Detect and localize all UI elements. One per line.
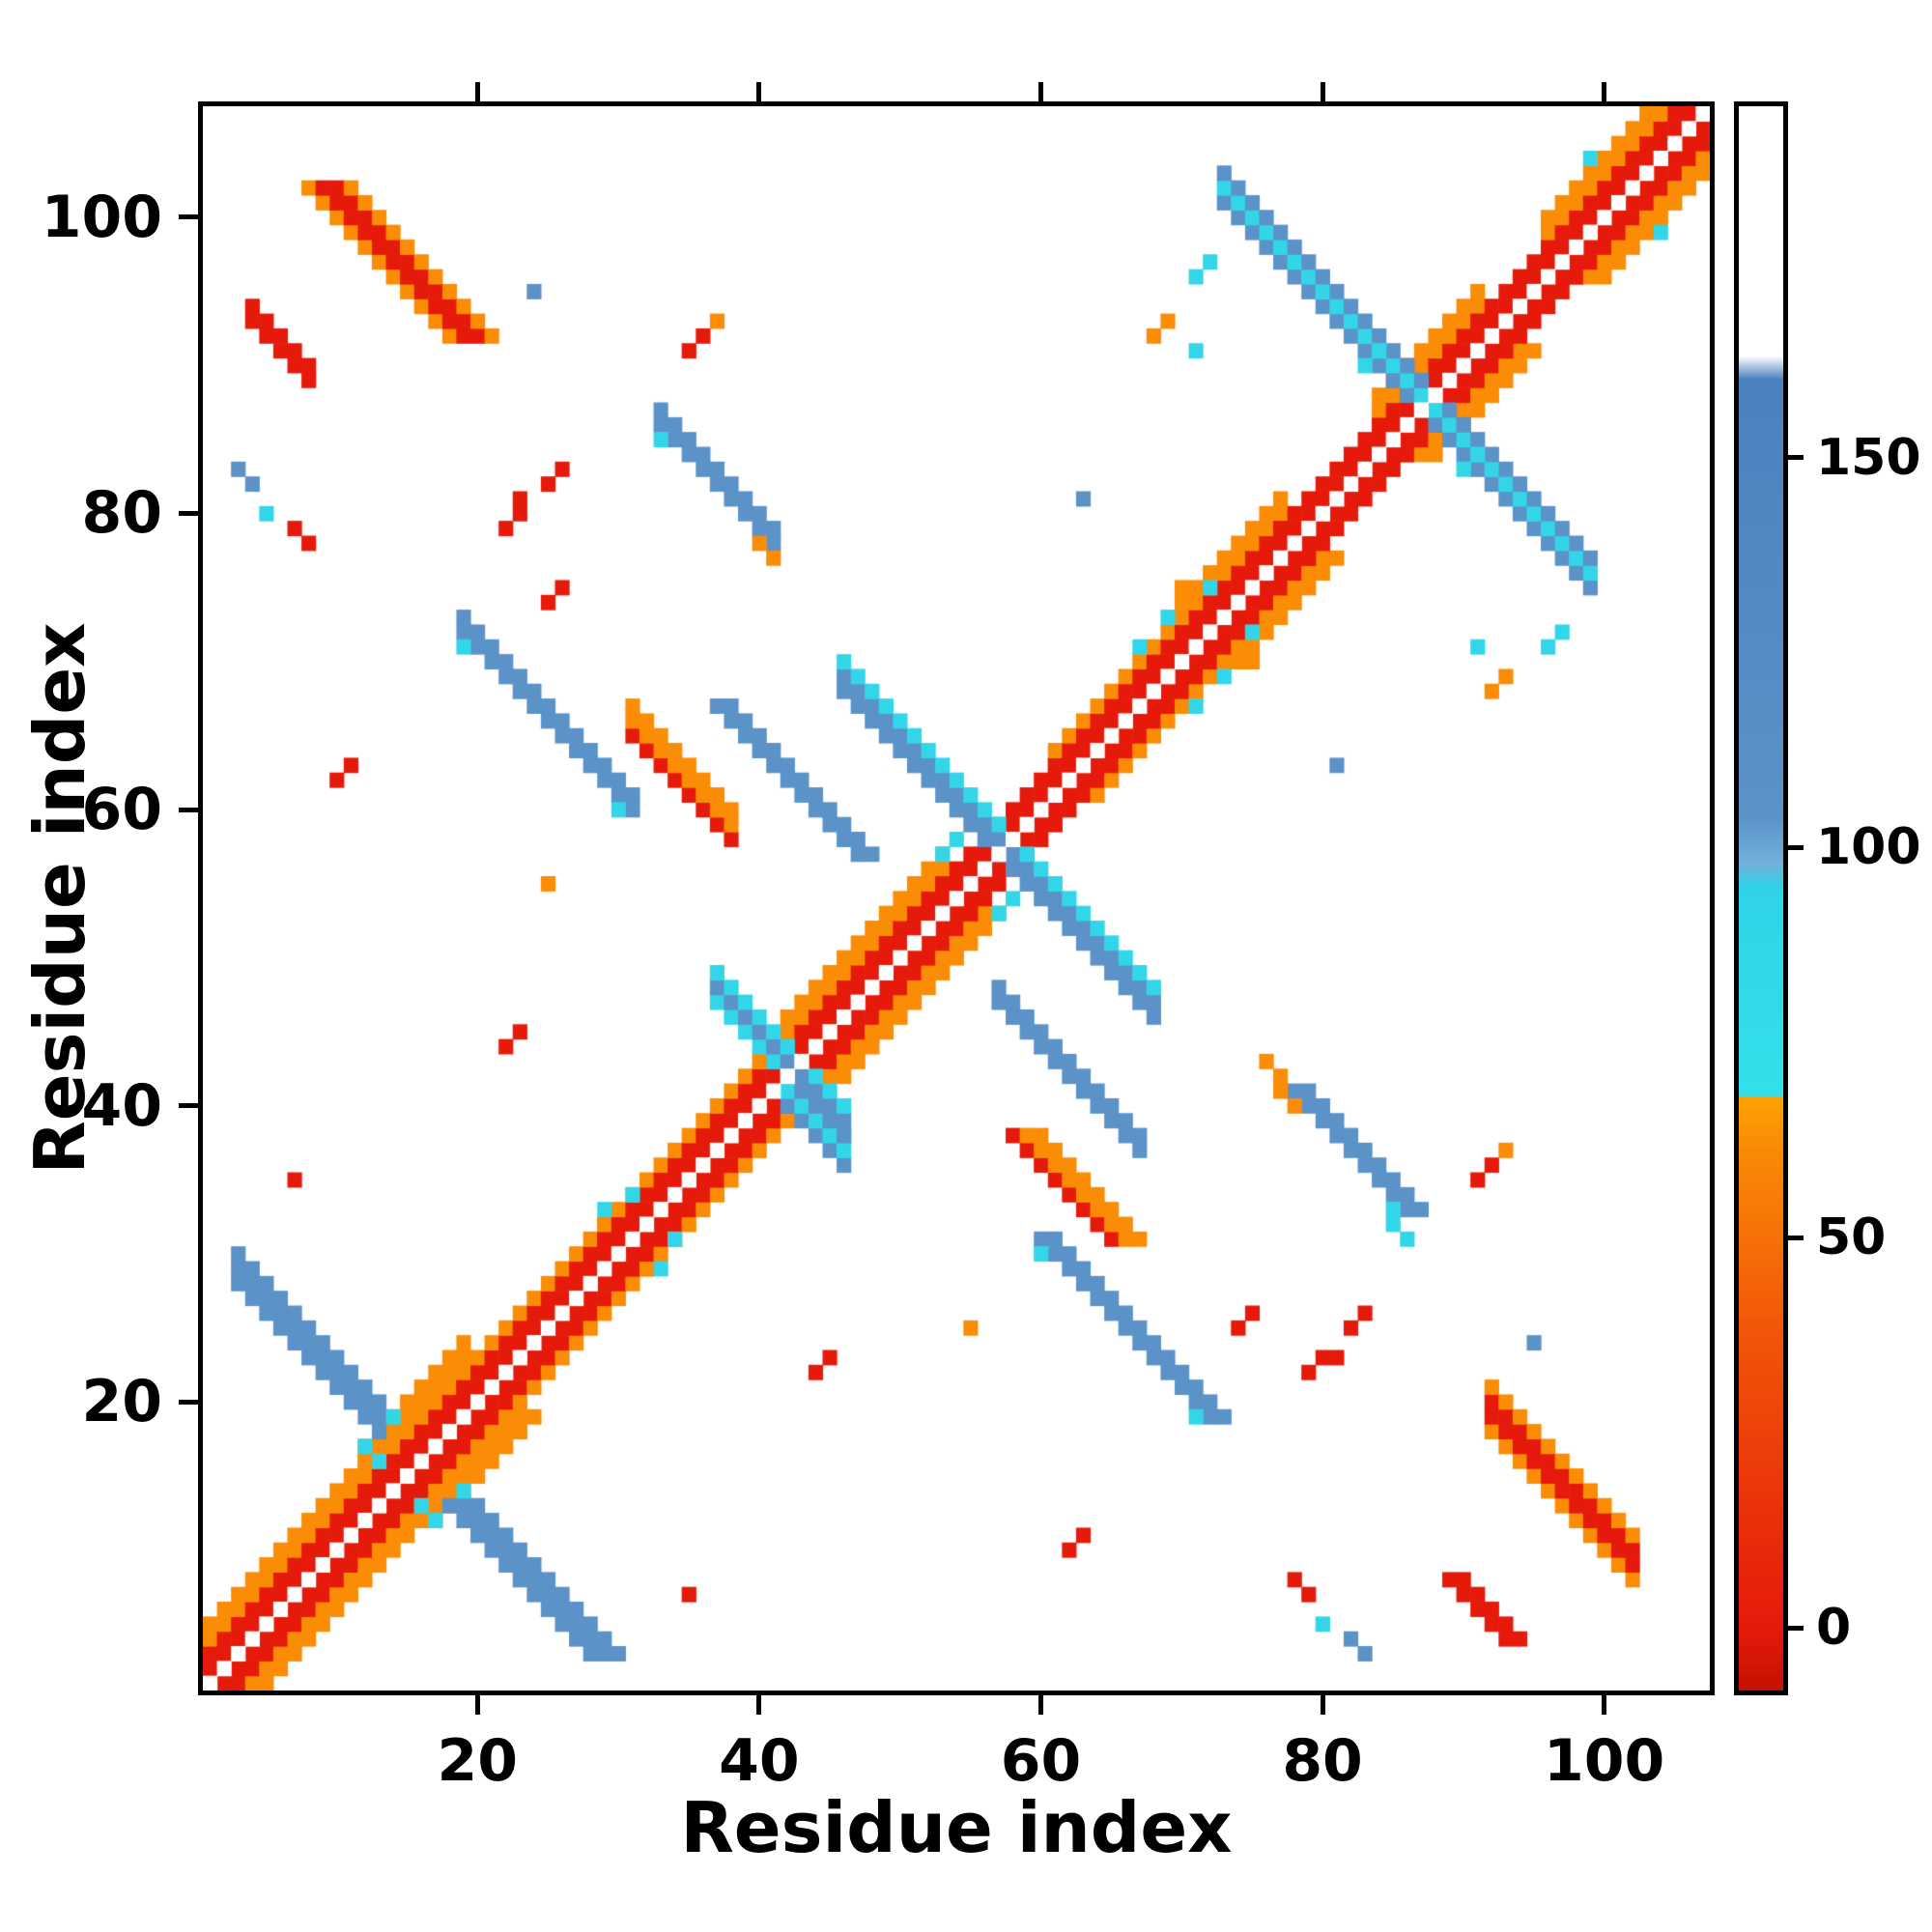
y-tick-mark	[179, 510, 198, 516]
x-axis-label: Residue index	[680, 1787, 1233, 1868]
y-tick-label: 60	[81, 776, 163, 844]
x-tick-mark	[1037, 1695, 1043, 1715]
colorbar-tick-mark	[1788, 844, 1804, 850]
y-tick-label: 20	[81, 1368, 163, 1436]
colorbar-tick-label: 150	[1816, 428, 1921, 487]
x-tick-label: 60	[1000, 1727, 1082, 1795]
x-tick-mark-top	[1602, 82, 1607, 101]
colorbar-gradient	[1739, 106, 1783, 1690]
y-tick-label: 100	[41, 183, 162, 251]
x-tick-mark	[474, 1695, 480, 1715]
y-tick-label: 40	[81, 1071, 163, 1140]
y-tick-mark	[179, 1103, 198, 1109]
x-tick-mark-top	[1037, 82, 1043, 101]
x-tick-label: 40	[719, 1727, 800, 1795]
y-tick-mark	[179, 1399, 198, 1405]
plot-area	[198, 101, 1715, 1695]
y-tick-mark	[179, 214, 198, 220]
colorbar	[1734, 101, 1788, 1695]
colorbar-tick-mark	[1788, 455, 1804, 461]
colorbar-tick-mark	[1788, 1625, 1804, 1631]
x-tick-label: 80	[1282, 1727, 1363, 1795]
x-tick-label: 100	[1544, 1727, 1665, 1795]
x-tick-label: 20	[437, 1727, 519, 1795]
x-tick-mark	[1320, 1695, 1325, 1715]
colorbar-tick-label: 50	[1816, 1208, 1887, 1267]
heatmap-canvas	[203, 106, 1710, 1690]
colorbar-tick-label: 100	[1816, 818, 1921, 877]
x-tick-mark	[756, 1695, 762, 1715]
x-tick-mark-top	[474, 82, 480, 101]
colorbar-tick-mark	[1788, 1235, 1804, 1240]
y-tick-mark	[179, 807, 198, 812]
x-tick-mark	[1602, 1695, 1607, 1715]
y-tick-label: 80	[81, 479, 163, 548]
y-axis-label: Residue index	[19, 622, 100, 1175]
colorbar-tick-label: 0	[1816, 1599, 1852, 1658]
x-tick-mark-top	[756, 82, 762, 101]
x-tick-mark-top	[1320, 82, 1325, 101]
